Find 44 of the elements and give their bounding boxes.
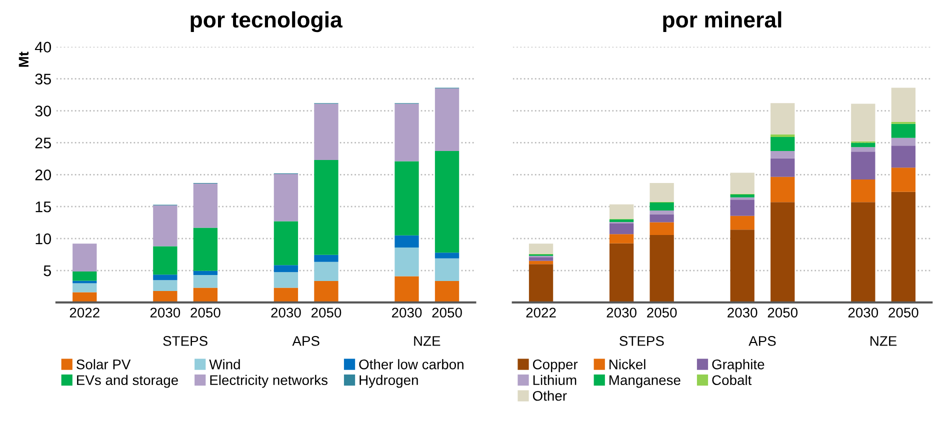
legend-label: Other [532, 390, 567, 401]
legend-label: Solar PV [76, 359, 131, 370]
y-tick-label: 10 [36, 233, 52, 244]
y-tick-label: 5 [44, 266, 51, 276]
y-tick-label: 20 [35, 170, 52, 180]
x-tick-label: 2030 [150, 308, 180, 318]
text: APS [292, 336, 320, 346]
y-tick-label: 30 [35, 106, 52, 116]
chart-title: por mineral [663, 11, 782, 32]
text: STEPS [620, 336, 664, 346]
legend-label: Copper [532, 360, 578, 372]
legend-label: EVs and storage [77, 374, 178, 388]
legend-label: Wind [209, 359, 240, 370]
legend-label: Cobalt [712, 374, 752, 386]
x-tick-label: 2050 [432, 308, 462, 318]
text: STEPS [163, 336, 208, 346]
x-tick-label: 2030 [392, 308, 422, 318]
y-tick-label: 40 [34, 42, 52, 53]
legend-label: Manganese [610, 375, 680, 388]
text: NZE [870, 336, 897, 346]
x-tick-label: 2022 [70, 308, 100, 318]
text: NZE [414, 336, 440, 346]
x-tick-label: 2030 [606, 308, 636, 318]
x-tick-label: 2050 [190, 308, 220, 318]
legend-label: Other low carbon [359, 359, 464, 370]
x-tick-label: 2030 [271, 308, 301, 318]
x-tick-label: 2050 [768, 308, 798, 318]
chart-title: por tecnologia [190, 11, 343, 32]
legend-label: Graphite [712, 359, 764, 372]
y-tick-label: 35 [35, 74, 51, 84]
y-tick-label: 15 [36, 202, 51, 212]
legend-label: Lithium [533, 374, 576, 386]
legend-label: Hydrogen [360, 374, 418, 388]
legend-label: Electricity networks [210, 374, 328, 388]
y-tick-label: 25 [35, 138, 51, 148]
x-tick-label: 2022 [526, 308, 556, 318]
x-tick-label: 2030 [728, 308, 758, 318]
x-tick-label: 2030 [848, 308, 878, 318]
x-tick-label: 2050 [888, 308, 918, 318]
x-tick-label: 2050 [647, 308, 677, 318]
y-axis-title: Mt [18, 52, 29, 67]
x-tick-label: 2050 [311, 308, 342, 318]
legend-label: Nickel [610, 359, 646, 370]
text: APS [748, 336, 776, 346]
